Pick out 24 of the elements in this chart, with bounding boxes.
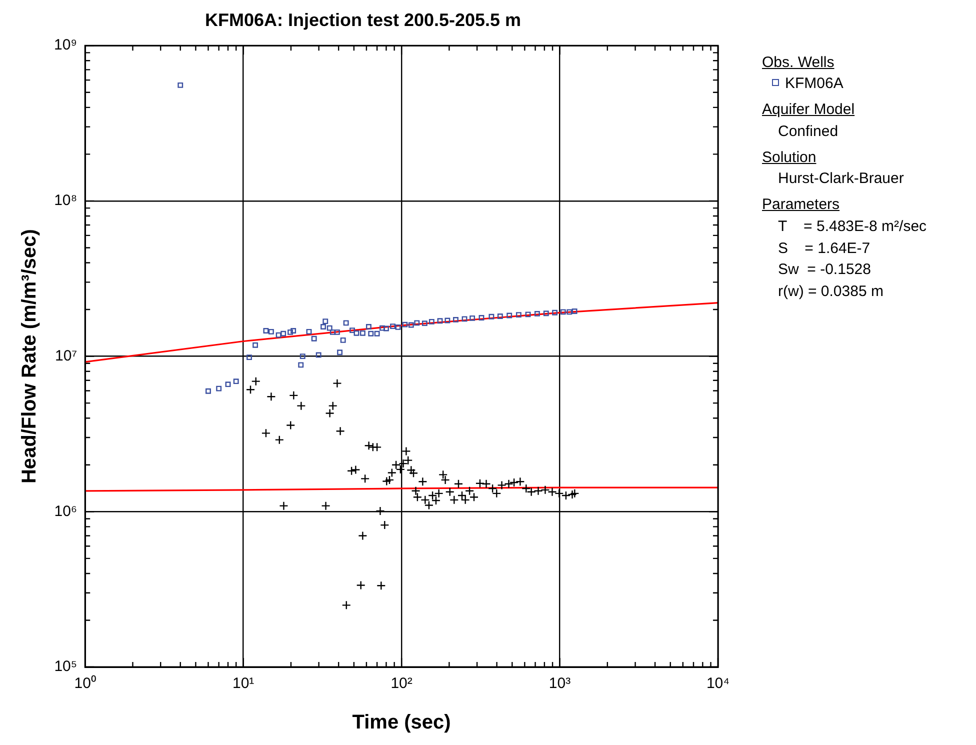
text: Confined bbox=[777, 122, 840, 142]
text: Sw = -0.1528 bbox=[777, 260, 872, 280]
y-tick-label: 10⁸ bbox=[54, 192, 78, 210]
text: S = 1.64E-7 bbox=[777, 238, 872, 259]
chart-title: KFM06A: Injection test 200.5-205.5 m bbox=[204, 10, 522, 30]
y-axis-title: Head/Flow Rate (m/m³/sec) bbox=[18, 229, 41, 484]
x-tick-label: 10⁴ bbox=[706, 675, 730, 692]
y-tick-label: 10⁹ bbox=[54, 36, 78, 54]
text: Aquifer Model bbox=[762, 100, 856, 120]
x-tick-label: 10² bbox=[390, 675, 412, 692]
text: Solution bbox=[762, 148, 818, 168]
y-tick-label: 10⁵ bbox=[54, 658, 78, 676]
y-tick-label: 10⁶ bbox=[54, 502, 78, 520]
legend-label: KFM06A bbox=[784, 74, 844, 94]
text: Hurst-Clark-Brauer bbox=[777, 169, 905, 190]
y-tick-label: 10⁷ bbox=[54, 347, 78, 364]
x-axis-title: Time (sec) bbox=[352, 712, 451, 734]
text: T = 5.483E-8 m²/sec bbox=[777, 216, 927, 237]
text: r(w) = 0.0385 m bbox=[777, 282, 884, 302]
x-tick-label: 10³ bbox=[548, 675, 571, 692]
text: Parameters bbox=[762, 195, 841, 216]
legend-title: Obs. Wells bbox=[762, 52, 836, 73]
x-tick-label: 10¹ bbox=[232, 675, 254, 692]
x-tick-label: 10⁰ bbox=[74, 675, 96, 692]
